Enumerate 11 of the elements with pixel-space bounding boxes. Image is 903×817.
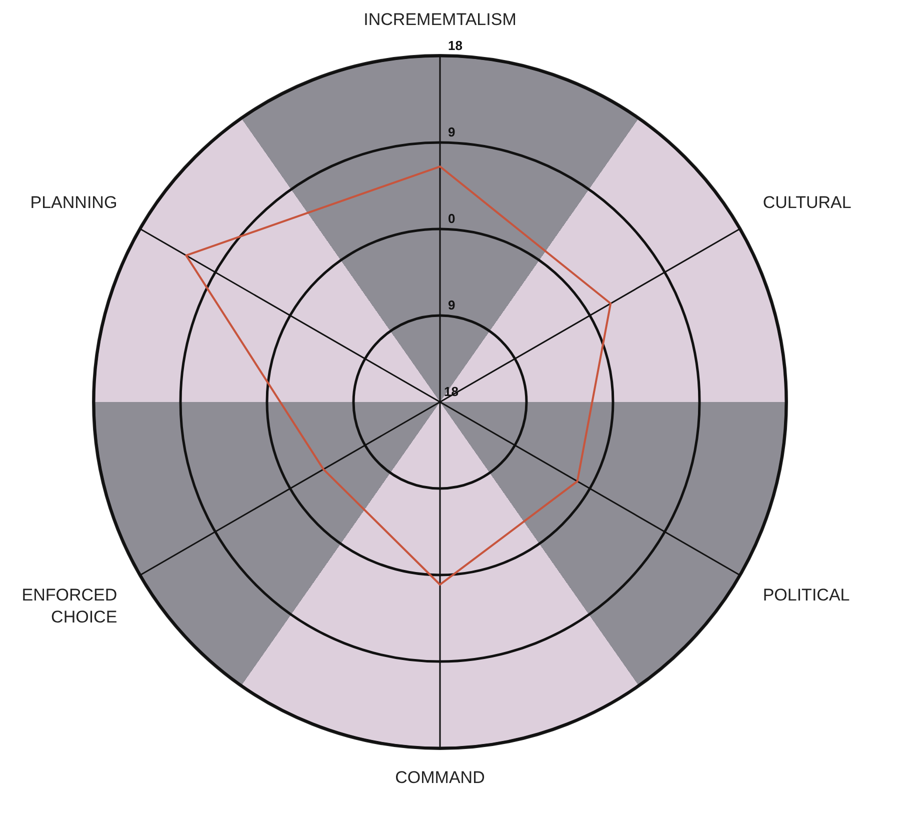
y-tick-label: 0 <box>448 211 456 226</box>
spoke-label: COMMAND <box>395 768 485 788</box>
spoke-label: INCREMEMTALISM <box>364 10 516 30</box>
spoke-label: POLITICAL <box>762 586 850 605</box>
y-tick-label: 18 <box>448 38 462 54</box>
y-tick-label: 9 <box>448 298 456 313</box>
spoke-label: PLANNING <box>30 192 118 212</box>
y-tick-label: 18 <box>444 384 458 400</box>
spoke-label: ENFORCED CHOICE <box>22 586 118 627</box>
spoke-label: CULTURAL <box>762 192 852 212</box>
y-tick-label: 9 <box>448 124 456 140</box>
